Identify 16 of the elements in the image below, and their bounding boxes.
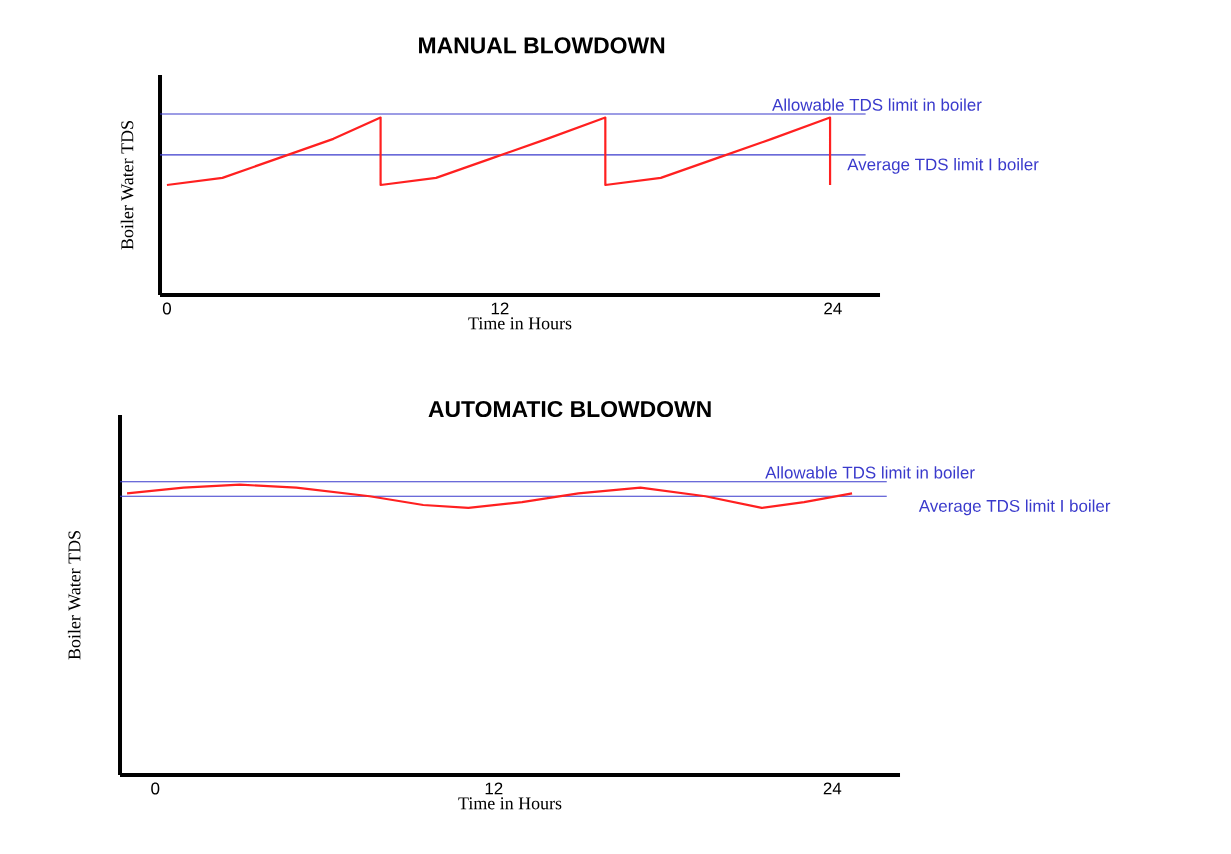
ref-line-label: Allowable TDS limit in boiler [772, 98, 982, 111]
x-tick-label: 24 [824, 302, 842, 315]
chart-title: MANUAL BLOWDOWN [419, 37, 665, 54]
x-tick-label: 12 [485, 782, 503, 795]
ref-line-label: Average TDS limit I boiler [918, 499, 1111, 516]
ref-line-label: Allowable TDS limit in boiler [765, 466, 975, 479]
x-axis-title: Time in Hours [468, 317, 572, 330]
x-tick-label: 0 [162, 302, 171, 315]
x-tick-label: 24 [823, 782, 842, 795]
x-tick-label: 0 [151, 782, 160, 795]
ref-line-label: Average TDS limit I boiler [847, 158, 1039, 174]
y-axis-title: Boiler Water TDS [120, 121, 134, 250]
chart-title: AUTOMATIC BLOWDOWN [428, 400, 711, 418]
y-axis-title: Boiler Water TDS [67, 531, 81, 660]
x-axis-title: Time in Hours [458, 797, 562, 810]
x-tick-label: 12 [491, 302, 509, 315]
